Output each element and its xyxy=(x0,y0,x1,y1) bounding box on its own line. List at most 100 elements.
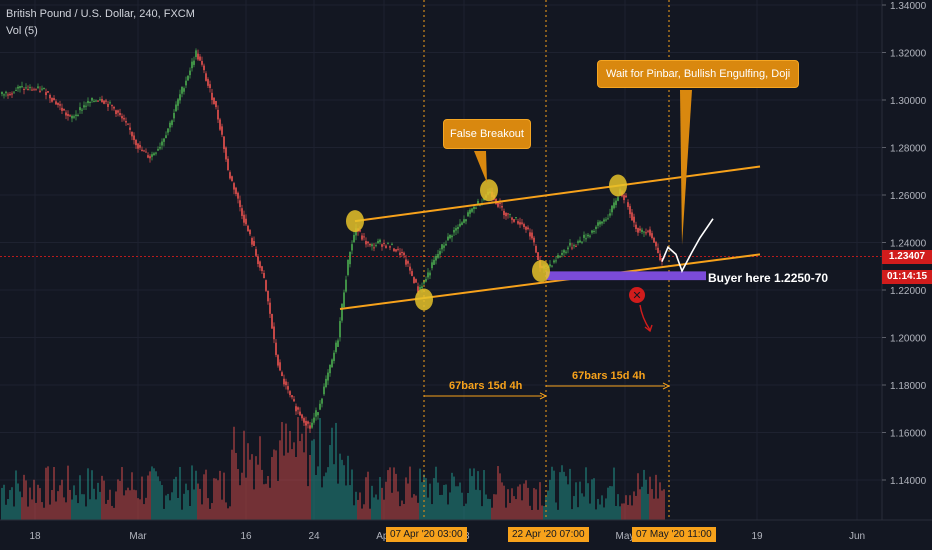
volume-bar xyxy=(523,483,525,520)
candle-body xyxy=(421,286,423,289)
volume-bar xyxy=(395,473,397,520)
candle-body xyxy=(503,210,505,215)
candle-body xyxy=(329,364,331,374)
volume-bar xyxy=(259,436,261,520)
volume-bar xyxy=(405,477,407,520)
candle-body xyxy=(323,386,325,395)
candle-body xyxy=(301,414,303,419)
volume-bar xyxy=(637,473,639,520)
candle-body xyxy=(657,247,659,254)
volume-bar xyxy=(353,505,355,520)
date-tag-1: 07 Apr '20 03:00 xyxy=(386,527,467,542)
wait-signal-pointer xyxy=(680,90,692,245)
volume-bar xyxy=(105,503,107,520)
volume-bar xyxy=(281,422,283,520)
candle-body xyxy=(317,412,319,416)
candle-body xyxy=(343,292,345,308)
volume-bar xyxy=(549,479,551,520)
candle-body xyxy=(445,243,447,246)
volume-bar xyxy=(243,430,245,520)
volume-bar xyxy=(565,476,567,520)
price-tick-label-1: 1.32000 xyxy=(890,49,927,60)
candle-body xyxy=(63,108,65,111)
candle-body xyxy=(191,61,193,69)
volume-bar xyxy=(351,469,353,520)
touch-marker-3 xyxy=(532,260,550,282)
candle-body xyxy=(437,254,439,258)
volume-bar xyxy=(283,455,285,520)
volume-bar xyxy=(389,467,391,520)
candle-body xyxy=(359,229,361,232)
candle-body xyxy=(427,272,429,278)
candle-body xyxy=(601,221,603,224)
volume-bar xyxy=(399,506,401,520)
volume-bar xyxy=(663,489,665,520)
bar-count-label-2: 67bars 15d 4h xyxy=(572,370,646,382)
candle-body xyxy=(533,237,535,243)
time-tick-label-3: 24 xyxy=(308,531,320,542)
candle-body xyxy=(65,112,67,116)
candle-body xyxy=(103,100,105,104)
volume-bar xyxy=(151,466,153,520)
volume-bar xyxy=(251,454,253,520)
volume-bar xyxy=(261,469,263,520)
touch-marker-2 xyxy=(480,179,498,202)
volume-bar xyxy=(297,417,299,520)
volume-bar xyxy=(333,464,335,520)
volume-bar xyxy=(301,433,303,520)
candle-body xyxy=(151,154,153,157)
candle-body xyxy=(513,219,515,222)
volume-bar xyxy=(227,508,229,520)
volume-bar xyxy=(235,452,237,520)
buyer-zone-rect xyxy=(546,271,706,281)
candle-body xyxy=(519,222,521,225)
volume-bar xyxy=(113,507,115,520)
volume-bar xyxy=(257,464,259,520)
trend-channel[interactable] xyxy=(339,165,761,310)
volume-bar xyxy=(7,499,9,520)
volume-bar xyxy=(111,505,113,520)
channel-lower-line xyxy=(339,253,761,310)
volume-bar xyxy=(89,499,91,520)
volume-bar xyxy=(309,454,311,520)
volume-bar xyxy=(591,479,593,520)
symbol-label[interactable]: British Pound / U.S. Dollar, 240, FXCM xyxy=(6,8,195,20)
volume-bar xyxy=(501,482,503,520)
buyer-zone xyxy=(546,271,706,281)
volume-bar xyxy=(203,474,205,520)
volume-bar xyxy=(509,502,511,520)
candle-body xyxy=(209,84,211,89)
volume-bar xyxy=(193,489,195,520)
candle-body xyxy=(163,138,165,142)
volume-bar xyxy=(209,508,211,520)
candle-body xyxy=(647,230,649,232)
candle-body xyxy=(431,262,433,269)
stop-marker-arrow xyxy=(639,304,651,331)
volume-bar xyxy=(645,479,647,520)
volume-bar xyxy=(245,477,247,520)
volume-bar xyxy=(615,505,617,520)
volume-bar xyxy=(293,442,295,520)
candle-body xyxy=(381,244,383,247)
volume-bar xyxy=(157,476,159,520)
candle-body xyxy=(535,245,537,253)
volume-bar xyxy=(179,466,181,520)
volume-bar xyxy=(561,465,563,520)
volume-bar xyxy=(487,498,489,520)
time-tick-label-0: 18 xyxy=(29,531,41,542)
volume-bar xyxy=(633,491,635,520)
volume-bar xyxy=(559,472,561,520)
volume-bar xyxy=(221,499,223,520)
volume-bar xyxy=(459,482,461,520)
volume-bar xyxy=(199,488,201,520)
candle-body xyxy=(283,378,285,385)
candle-body xyxy=(187,75,189,81)
candle-body xyxy=(347,259,349,275)
candle-body xyxy=(609,213,611,216)
volume-bar xyxy=(17,483,19,520)
volume-bar xyxy=(191,465,193,520)
candle-body xyxy=(335,342,337,352)
volume-label[interactable]: Vol (5) xyxy=(6,25,38,37)
volume-bar xyxy=(255,456,257,520)
volume-bar xyxy=(415,495,417,520)
